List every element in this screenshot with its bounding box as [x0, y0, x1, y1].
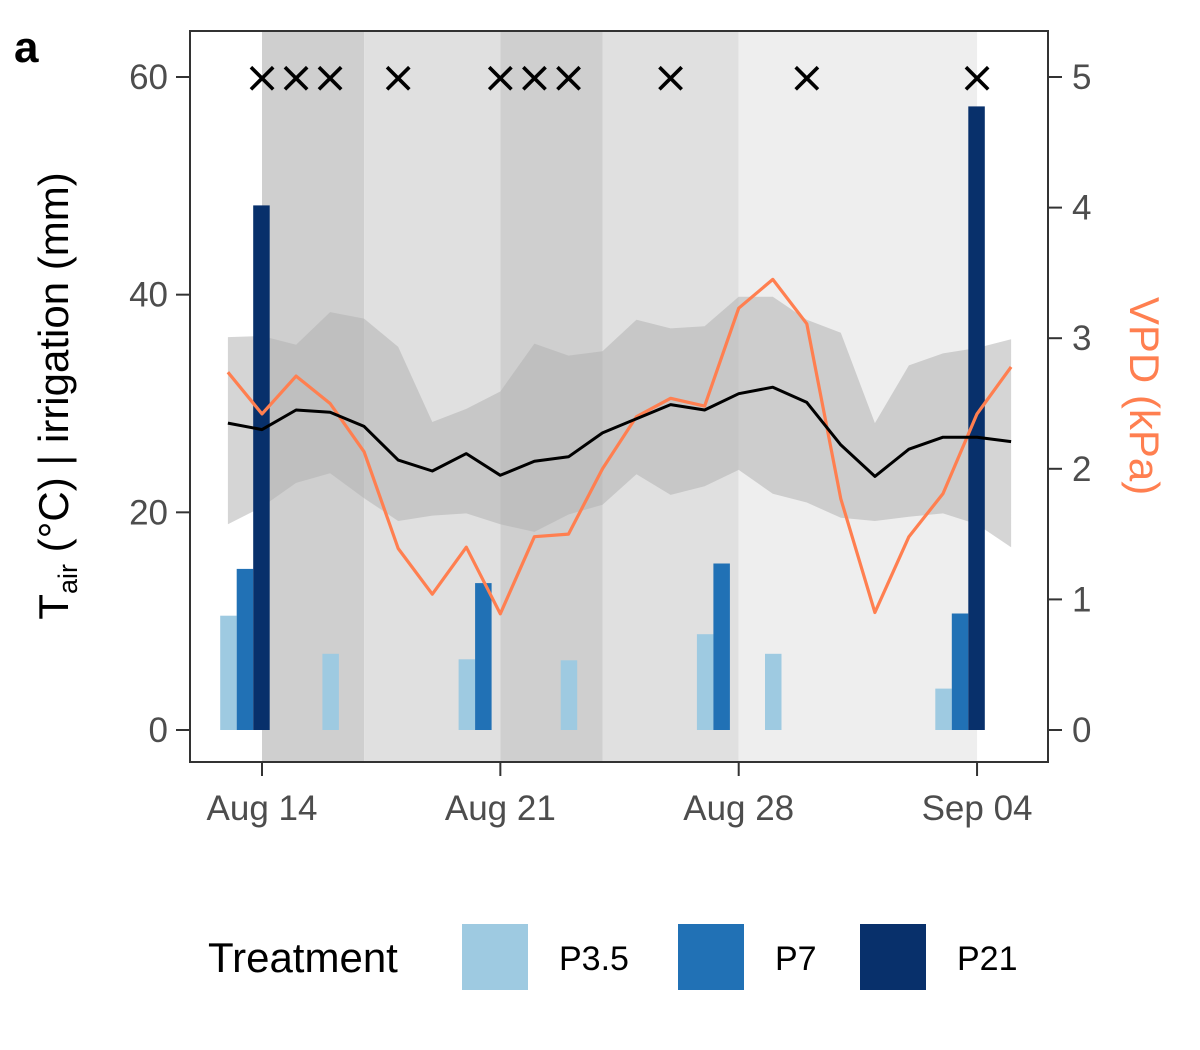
legend-key: [678, 924, 744, 990]
right-tick-label: 1: [1072, 580, 1091, 619]
legend-label: P21: [957, 940, 1018, 978]
left-tick-label: 0: [149, 711, 168, 750]
right-tick-label: 4: [1072, 189, 1091, 228]
bar-p7: [475, 583, 492, 730]
left-tick-label: 60: [129, 58, 168, 97]
irrigation-mark: ×: [244, 52, 281, 103]
right-tick-label: 5: [1072, 58, 1091, 97]
left-axis-title-main: T: [30, 594, 77, 620]
left-tick-label: 20: [129, 493, 168, 532]
bar-p3-5: [458, 659, 476, 730]
left-tick-label: 40: [129, 276, 168, 315]
irrigation-mark: ×: [788, 52, 825, 103]
right-axis: 0 1 2 3 4 5: [1048, 58, 1091, 750]
irrigation-mark: ×: [959, 52, 996, 103]
irrigation-mark: ×: [516, 52, 553, 103]
legend-key: [860, 924, 926, 990]
left-axis-title: Tair (°C) | irrigation (mm): [30, 172, 83, 619]
irrigation-mark: ×: [550, 52, 587, 103]
bar-p3-5: [696, 634, 714, 730]
legend: Treatment P3.5 P7 P21: [208, 924, 1018, 990]
legend-key: [462, 924, 528, 990]
x-tick-label: Aug 21: [445, 789, 556, 828]
legend-label: P7: [775, 940, 817, 978]
bar-p3-5: [220, 615, 237, 730]
bar-p3-5: [560, 660, 578, 730]
irrigation-mark: ×: [482, 52, 519, 103]
left-axis: 0 20 40 60: [129, 58, 190, 750]
irrigation-marks: ××× × ××× × × ×: [244, 52, 996, 103]
bar-p7: [236, 568, 254, 730]
x-tick-label: Sep 04: [922, 789, 1033, 828]
bar-p21: [253, 205, 270, 730]
right-tick-label: 2: [1072, 450, 1091, 489]
left-axis-title-subscript: air: [53, 564, 83, 594]
bar-p7: [951, 613, 969, 730]
x-tick-label: Aug 28: [683, 789, 794, 828]
x-axis: Aug 14 Aug 21 Aug 28 Sep 04: [207, 762, 1033, 828]
irrigation-mark: ×: [278, 52, 315, 103]
bar-p3-5: [322, 653, 339, 730]
tair-mean-line: [227, 385, 1012, 478]
left-axis-title-rest: (°C) | irrigation (mm): [30, 172, 77, 564]
right-tick-label: 3: [1072, 319, 1091, 358]
x-tick-label: Aug 14: [207, 789, 318, 828]
panel-label: a: [14, 23, 39, 72]
bar-p3-5: [935, 688, 952, 730]
vpd-line: [226, 277, 1013, 616]
irrigation-mark: ×: [380, 52, 417, 103]
right-tick-label: 0: [1072, 711, 1091, 750]
right-axis-title: VPD (kPa): [1121, 297, 1168, 495]
irrigation-mark: ×: [312, 52, 349, 103]
bar-p3-5: [765, 653, 782, 730]
series-lines: [226, 277, 1013, 616]
plot-border: [189, 30, 1049, 763]
legend-title: Treatment: [208, 934, 398, 981]
irrigation-mark: ×: [652, 52, 689, 103]
legend-label: P3.5: [559, 940, 629, 978]
bar-p7: [713, 563, 730, 730]
